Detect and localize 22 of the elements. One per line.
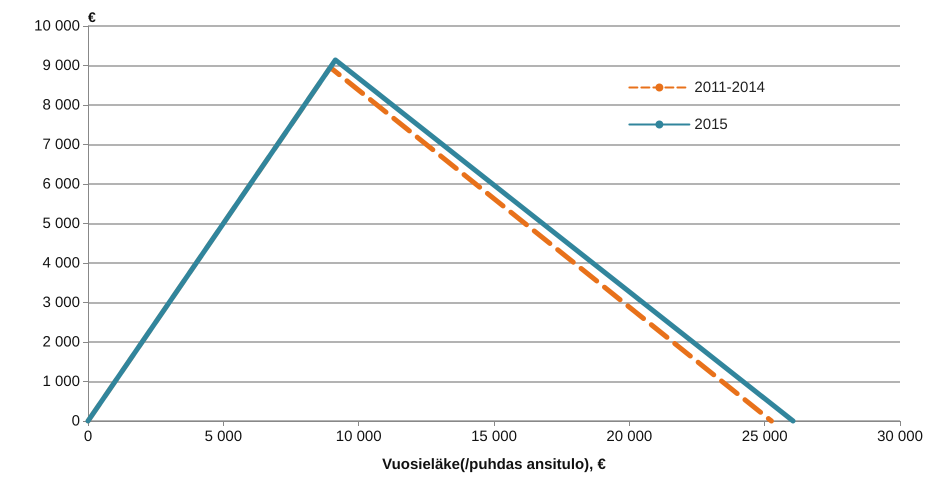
x-tick-label: 10 000 bbox=[336, 428, 382, 445]
y-tick-label: 4 000 bbox=[42, 254, 80, 272]
x-tick-label: 30 000 bbox=[877, 428, 923, 445]
y-tick-label: 8 000 bbox=[42, 96, 80, 114]
legend-label: 2015 bbox=[694, 116, 728, 133]
legend-label: 2011-2014 bbox=[694, 79, 766, 96]
x-tick-label: 15 000 bbox=[471, 428, 517, 445]
y-tick-label: 7 000 bbox=[42, 136, 80, 153]
y-axis-title: € bbox=[88, 9, 96, 25]
y-tick-label: 5 000 bbox=[42, 215, 80, 232]
x-axis-title: Vuosieläke(/puhdas ansitulo), € bbox=[382, 456, 606, 473]
x-tick-label: 20 000 bbox=[606, 428, 652, 445]
y-tick-label: 3 000 bbox=[42, 294, 80, 311]
y-tick-label: 9 000 bbox=[42, 57, 80, 74]
x-tick-label: 5 000 bbox=[204, 428, 242, 445]
y-tick-label: 10 000 bbox=[34, 18, 80, 34]
y-tick-label: 0 bbox=[72, 412, 80, 430]
x-tick-label: 0 bbox=[84, 428, 92, 445]
y-tick-label: 1 000 bbox=[42, 373, 80, 390]
x-tick-label: 25 000 bbox=[742, 428, 788, 445]
y-tick-label: 2 000 bbox=[42, 334, 80, 350]
y-tick-label: 6 000 bbox=[42, 176, 80, 192]
